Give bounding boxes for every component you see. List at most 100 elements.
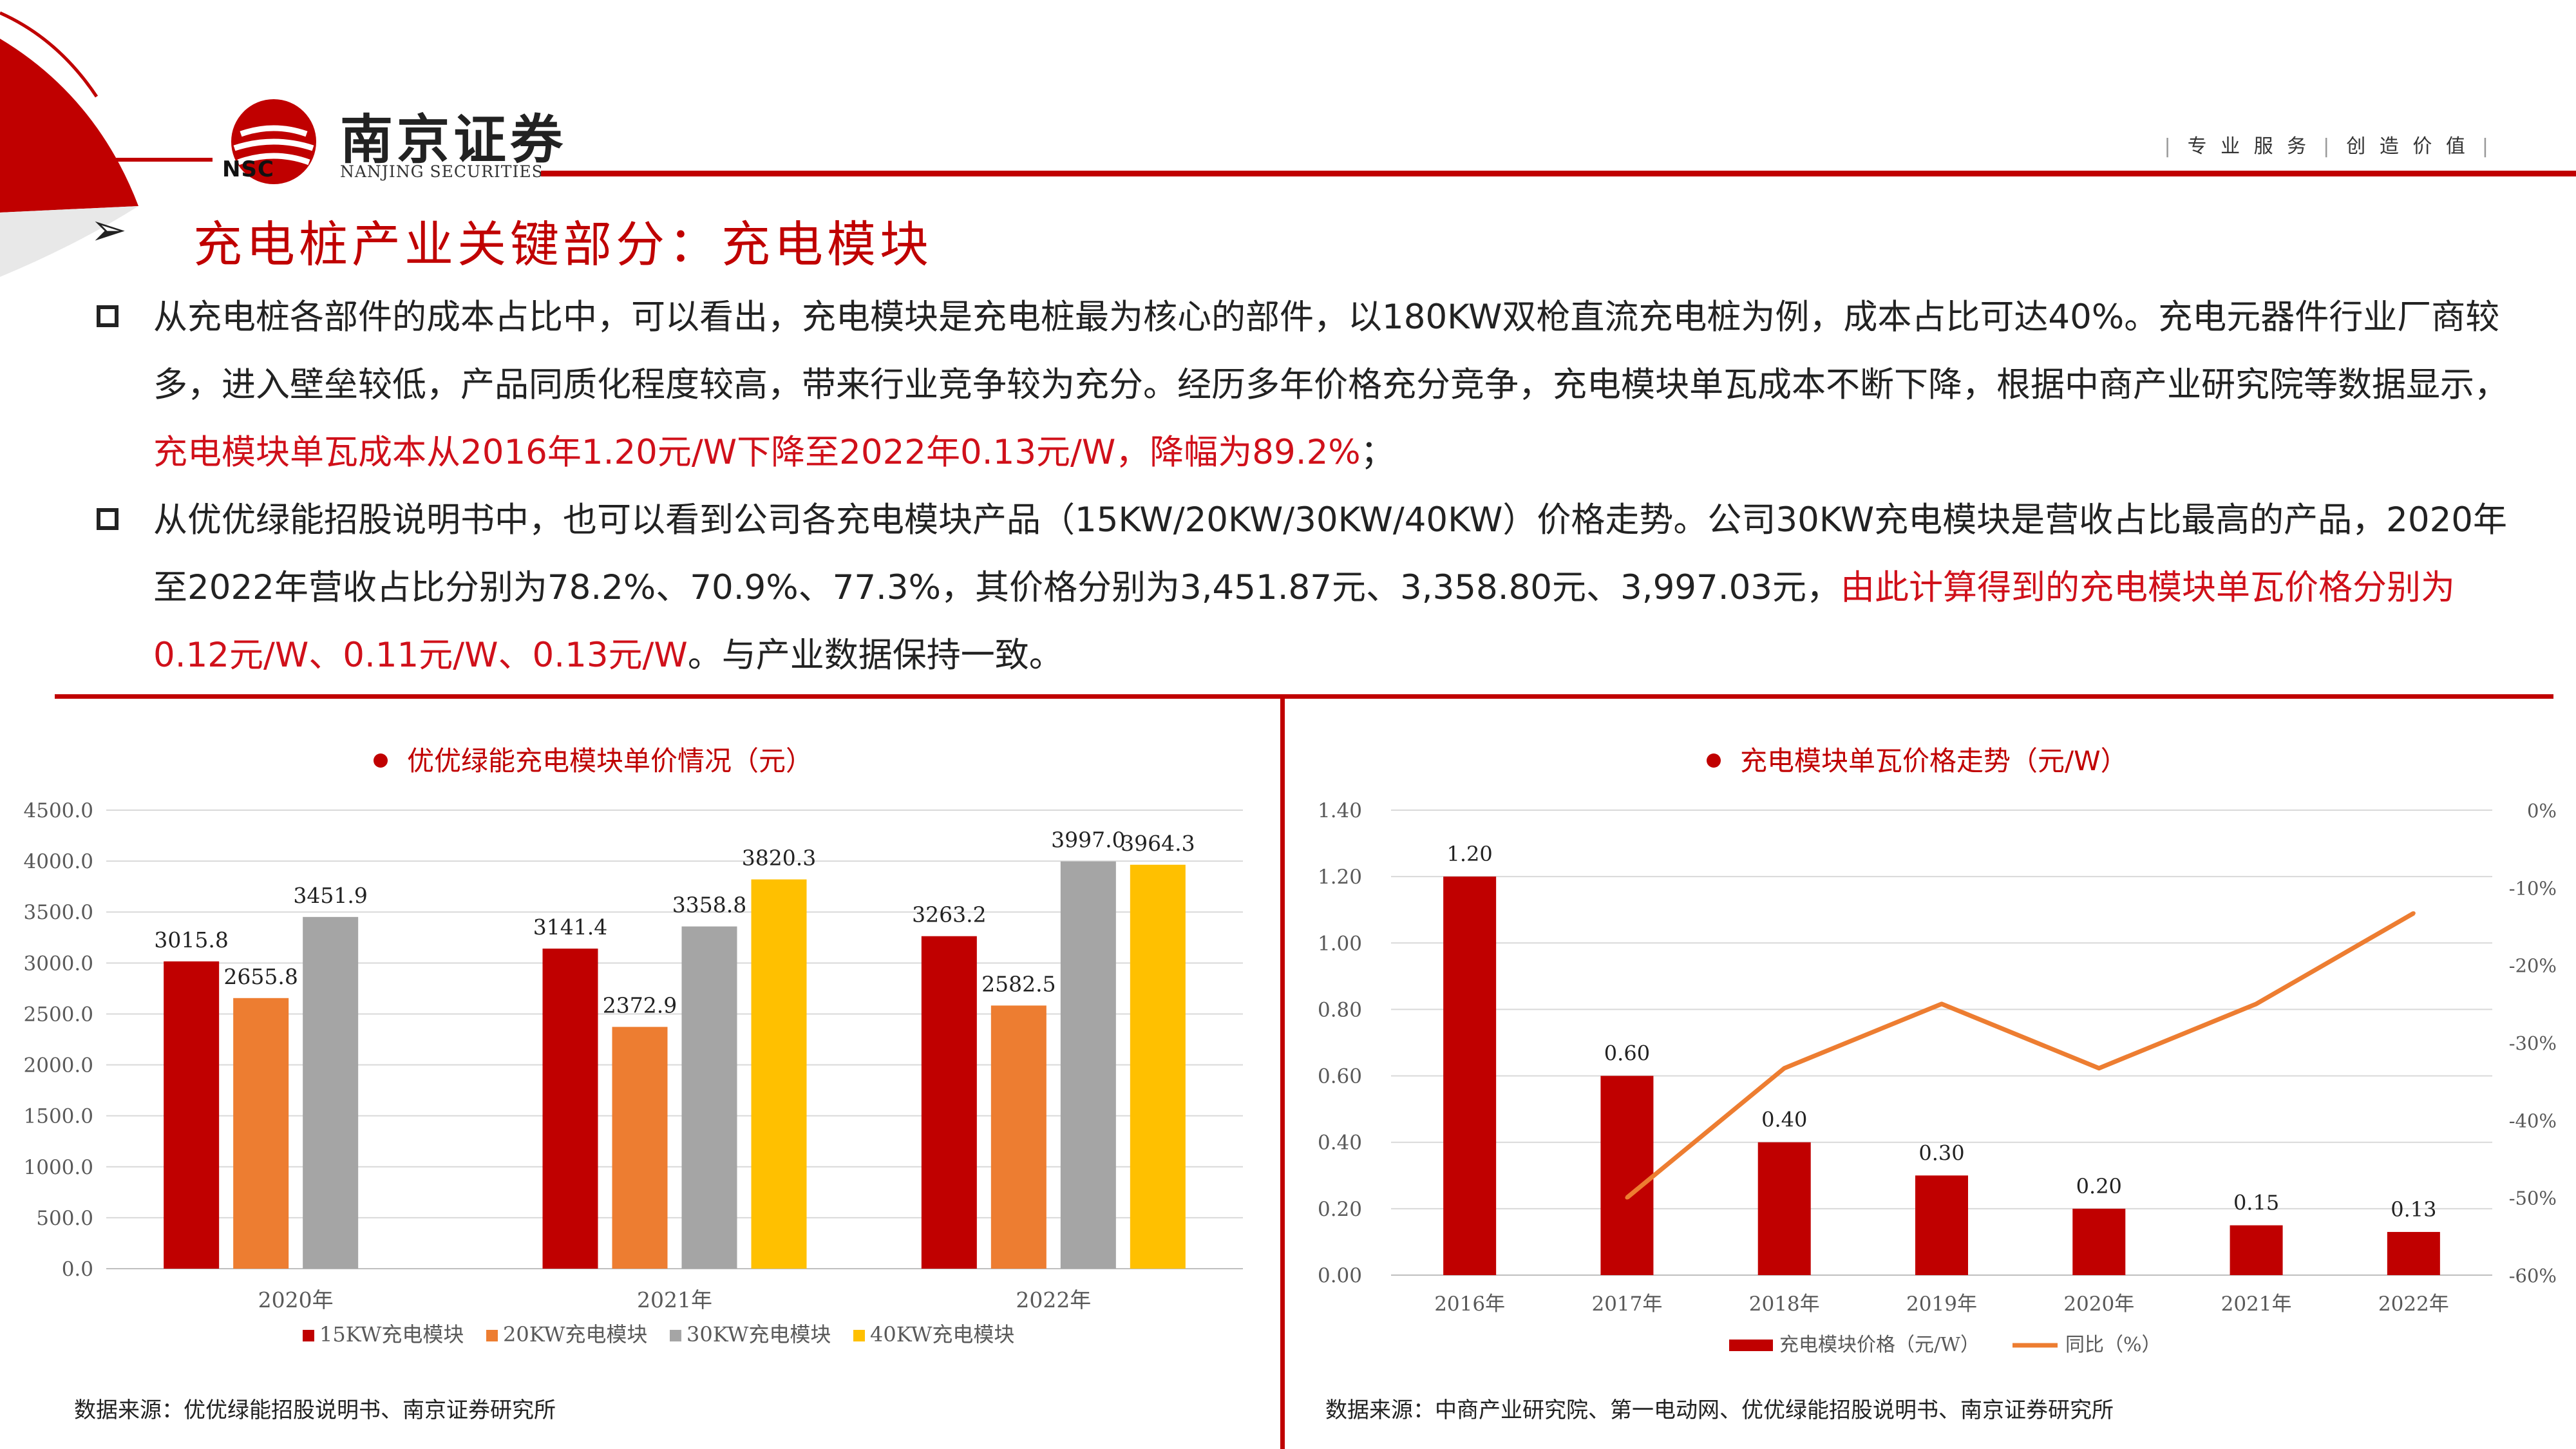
y-tick-label: 500.0	[36, 1207, 93, 1230]
slogan-part-1: 专 业 服 务	[2187, 135, 2311, 158]
data-label: 3015.8	[154, 927, 228, 952]
legend-label: 30KW充电模块	[687, 1322, 831, 1347]
y-tick-label-left: 1.40	[1318, 799, 1362, 822]
line-point	[1940, 1001, 1944, 1006]
bar	[2072, 1208, 2126, 1275]
bar	[921, 936, 977, 1269]
line-point	[1782, 1066, 1786, 1070]
x-tick-label: 2016年	[1434, 1293, 1505, 1316]
bullet-paragraph-2: 从优优绿能招股说明书中，也可以看到公司各充电模块产品（15KW/20KW/30K…	[97, 486, 2518, 689]
bullet-paragraph-1: 从充电桩各部件的成本占比中，可以看出，充电模块是充电桩最为核心的部件，以180K…	[97, 283, 2518, 486]
line-point	[2254, 1001, 2259, 1006]
header-line-left	[0, 158, 213, 162]
y-tick-label-left: 0.60	[1318, 1065, 1362, 1088]
data-label: 2372.9	[603, 993, 677, 1018]
bullet-1-highlight: 充电模块单瓦成本从2016年1.20元/W下降至2022年0.13元/W，降幅为…	[153, 433, 1361, 472]
chart2-title: 充电模块单瓦价格走势（元/W）	[1707, 739, 2128, 779]
bar	[1600, 1075, 1654, 1275]
y-tick-label: 4500.0	[24, 799, 93, 822]
x-tick-label: 2019年	[1906, 1293, 1977, 1316]
chart1-title-text: 优优绿能充电模块单价情况（元）	[407, 745, 813, 777]
x-tick-label: 2021年	[2221, 1293, 2292, 1316]
bullet-2-highlight: 由此计算得到的充电模块单瓦价格分别为0.12元/W、0.11元/W、0.13元/…	[153, 568, 2456, 675]
y-tick-label-right: -30%	[2509, 1032, 2557, 1054]
bar	[681, 926, 737, 1269]
y-tick-label: 2500.0	[24, 1003, 93, 1026]
bar	[2230, 1225, 2283, 1275]
data-label: 0.30	[1918, 1141, 1964, 1165]
x-tick-label: 2020年	[2063, 1293, 2134, 1316]
section-divider	[55, 694, 2553, 699]
line-point	[2097, 1066, 2101, 1070]
x-tick-label: 2017年	[1591, 1293, 1662, 1316]
bar	[1443, 876, 1497, 1275]
nsc-logo-icon	[231, 99, 316, 184]
data-label: 2582.5	[981, 971, 1056, 996]
legend-label: 15KW充电模块	[319, 1322, 464, 1347]
data-label: 3263.2	[912, 902, 986, 927]
y-tick-label: 3500.0	[24, 901, 93, 924]
bar	[751, 879, 807, 1269]
bar	[542, 948, 598, 1269]
legend-label: 20KW充电模块	[503, 1322, 647, 1347]
legend-swatch	[670, 1330, 681, 1341]
y-tick-label-right: 0%	[2527, 800, 2557, 822]
data-label: 3141.4	[533, 914, 607, 940]
legend-label: 充电模块价格（元/W）	[1779, 1334, 1980, 1356]
legend-swatch	[303, 1330, 314, 1341]
data-label: 3964.3	[1121, 831, 1195, 856]
bullet-2-text: 从优优绿能招股说明书中，也可以看到公司各充电模块产品（15KW/20KW/30K…	[153, 500, 2508, 607]
y-tick-label-left: 0.80	[1318, 998, 1362, 1021]
line-point	[2411, 911, 2416, 916]
bullet-dot-icon	[1707, 753, 1721, 768]
bullet-1-text: 从充电桩各部件的成本占比中，可以看出，充电模块是充电桩最为核心的部件，以180K…	[153, 298, 2508, 404]
bullet-1-tail: ；	[1360, 433, 1395, 472]
chart1-bar-chart: 0.0 500.0 1000.0 1500.0 2000.0 2500.0 3000.0 35…	[24, 799, 1243, 1347]
bar	[612, 1027, 668, 1269]
data-label: 0.20	[2076, 1174, 2122, 1198]
data-label: 0.60	[1604, 1041, 1650, 1066]
y-tick-label: 4000.0	[24, 850, 93, 873]
chart1-source: 数据来源：优优绿能招股说明书、南京证券研究所	[74, 1397, 556, 1423]
logo-chinese-name: 南京证券	[340, 109, 567, 171]
data-label: 0.13	[2391, 1197, 2436, 1222]
title-arrow-icon: ➢	[90, 205, 127, 256]
slogan: | 专 业 服 务 | 创 造 价 值 |	[2164, 135, 2492, 158]
y-tick-label: 1000.0	[24, 1156, 93, 1179]
corner-decoration	[0, 11, 138, 277]
yoy-line	[1625, 911, 2415, 1200]
chart2-bar-line-chart: 0.00 0.20 0.40 0.60 0.80 1.00 1.20 1.40 -60% -50%…	[1318, 799, 2557, 1356]
y-tick-label-right: -10%	[2509, 877, 2557, 899]
chart-divider	[1280, 699, 1285, 1449]
y-tick-label-right: -60%	[2509, 1265, 2557, 1287]
bar	[1915, 1175, 1968, 1275]
bullet-2-tail: 。与产业数据保持一致。	[687, 636, 1063, 675]
y-tick-label-right: -40%	[2509, 1110, 2557, 1132]
checkbox-bullet-icon	[97, 508, 118, 530]
bullet-dot-icon	[374, 753, 388, 768]
bar	[233, 998, 289, 1269]
bar	[990, 1005, 1046, 1269]
y-tick-label-right: -50%	[2509, 1188, 2557, 1209]
y-tick-label-left: 0.40	[1318, 1132, 1362, 1155]
x-tick-label: 2022年	[1016, 1287, 1091, 1312]
y-tick-label: 2000.0	[24, 1054, 93, 1077]
x-tick-label: 2020年	[258, 1287, 334, 1312]
data-label: 3358.8	[672, 893, 746, 918]
data-label: 3997.0	[1051, 828, 1125, 853]
y-tick-label-left: 0.00	[1318, 1264, 1362, 1287]
y-tick-label: 3000.0	[24, 952, 93, 975]
data-label: 2655.8	[223, 964, 298, 989]
bar	[1757, 1142, 1811, 1275]
legend-label: 同比（%）	[2065, 1334, 2161, 1356]
data-label: 0.40	[1761, 1108, 1807, 1132]
line-point	[1625, 1195, 1629, 1200]
y-tick-label-left: 1.00	[1318, 932, 1362, 955]
chart2-title-text: 充电模块单瓦价格走势（元/W）	[1740, 745, 2128, 777]
legend-label: 40KW充电模块	[870, 1322, 1014, 1347]
logo-abbreviation: NSC	[222, 156, 274, 182]
x-tick-label: 2022年	[2378, 1293, 2449, 1316]
chart2-source: 数据来源：中商产业研究院、第一电动网、优优绿能招股说明书、南京证券研究所	[1325, 1397, 2114, 1423]
slogan-part-2: 创 造 价 值	[2346, 135, 2469, 158]
legend-swatch	[486, 1330, 498, 1341]
